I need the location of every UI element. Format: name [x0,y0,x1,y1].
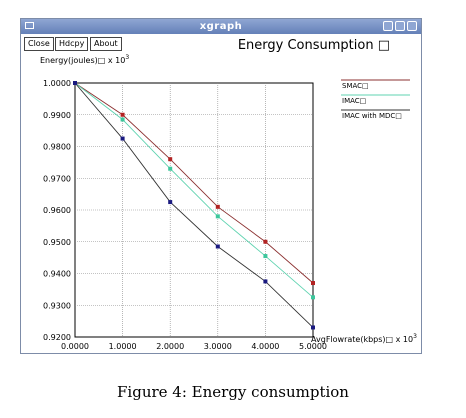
series-line-2 [74,82,314,328]
data-point [73,81,77,85]
series-line-0 [74,82,314,284]
maximize-icon[interactable] [395,21,405,31]
data-point [311,295,315,300]
data-point [311,281,315,286]
data-point [168,166,173,171]
minimize-icon[interactable] [383,21,393,31]
x-tick-label: 4.0000 [251,342,279,351]
window-titlebar[interactable]: xgraph [21,19,421,34]
data-point [263,254,268,259]
data-point [215,204,220,209]
x-tick-label: 2.0000 [156,342,184,351]
data-point [120,112,125,117]
figure-caption: Figure 4: Energy consumption [117,383,349,401]
data-point [215,244,220,249]
y-tick-label: 0.9900 [43,111,71,120]
window-title: xgraph [199,21,243,32]
data-point [120,117,125,122]
y-tick-label: 0.9800 [43,143,71,152]
data-point [311,325,315,330]
y-axis-label: Energy(joules)□ x 103 [40,54,129,65]
chart-title: Energy Consumption □ [238,38,390,53]
close-button[interactable]: Close [24,37,54,51]
xgraph-window: xgraph Close Hdcpy About [20,18,422,354]
y-tick-label: 0.9500 [43,238,71,247]
data-point [263,239,268,244]
x-axis-label: AvgFlowrate(kbps)□ x 103 [311,333,417,344]
x-tick-label: 3.0000 [204,342,232,351]
y-tick-label: 0.9200 [43,333,71,342]
legend-label-0: SMAC□ [342,82,369,90]
x-tick-label: 0.0000 [61,342,89,351]
legend-label-1: IMAC□ [342,97,366,105]
hardcopy-button[interactable]: Hdcpy [55,37,89,51]
close-window-icon[interactable] [407,21,417,31]
x-tick-label: 5.0000 [299,342,327,351]
y-tick-label: 0.9400 [43,270,71,279]
x-tick-label: 1.0000 [109,342,137,351]
y-tick-label: 0.9700 [43,174,71,183]
y-tick-label: 0.9600 [43,206,71,215]
y-tick-label: 0.9300 [43,301,71,310]
about-button[interactable]: About [90,37,122,51]
y-tick-label: 1.0000 [43,79,71,88]
data-point [168,200,173,205]
data-point [120,136,125,141]
window-menu-icon[interactable] [25,22,34,29]
data-point [168,157,173,162]
data-point [263,279,268,284]
data-point [215,214,220,219]
series-line-1 [74,82,314,298]
legend-label-2: IMAC with MDC□ [342,112,402,120]
